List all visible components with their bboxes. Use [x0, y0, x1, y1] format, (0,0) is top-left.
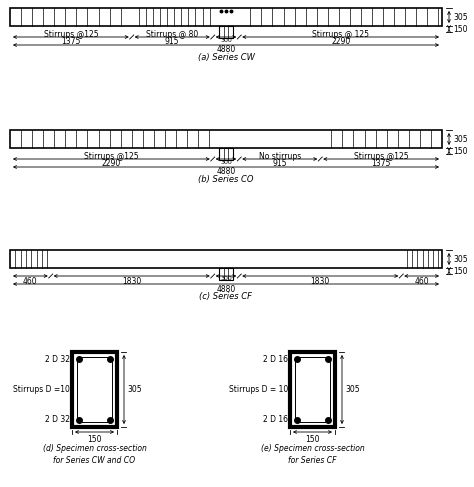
Bar [290, 352, 335, 427]
Text: Stirrups @ 125: Stirrups @ 125 [312, 30, 369, 39]
Text: 150: 150 [305, 435, 320, 444]
Text: 1830: 1830 [122, 277, 141, 285]
Text: Stirrups @125: Stirrups @125 [354, 152, 409, 161]
Bar [295, 357, 330, 422]
Text: 915: 915 [165, 37, 180, 46]
Bar [10, 8, 442, 26]
Bar [219, 26, 233, 38]
Text: 915: 915 [273, 160, 287, 169]
Bar [10, 130, 442, 148]
Text: 305: 305 [345, 385, 360, 394]
Bar [72, 352, 117, 427]
Text: 2 D 32: 2 D 32 [45, 415, 70, 425]
Text: 300: 300 [220, 160, 232, 165]
Text: 2 D 16: 2 D 16 [263, 355, 288, 363]
Text: 2290: 2290 [102, 160, 121, 169]
Text: (d) Specimen cross-section
for Series CW and CO: (d) Specimen cross-section for Series CW… [43, 444, 146, 465]
Text: 150: 150 [87, 435, 102, 444]
Text: 460: 460 [23, 277, 37, 285]
Text: (a) Series CW: (a) Series CW [198, 53, 255, 62]
Text: (e) Specimen cross-section
for Series CF: (e) Specimen cross-section for Series CF [261, 444, 365, 465]
Text: 150: 150 [453, 24, 467, 34]
Text: 460: 460 [414, 277, 429, 285]
Text: 300: 300 [220, 37, 232, 42]
Text: 4880: 4880 [216, 45, 236, 55]
Text: 305: 305 [453, 134, 468, 144]
Text: 305: 305 [453, 13, 468, 21]
Text: 2 D 16: 2 D 16 [263, 415, 288, 425]
Text: 305: 305 [453, 255, 468, 263]
Text: 305: 305 [127, 385, 142, 394]
Text: Stirrups D =10: Stirrups D =10 [13, 385, 70, 394]
Bar [219, 148, 233, 160]
Text: Stirrups @ 80: Stirrups @ 80 [146, 30, 198, 39]
Text: 1375: 1375 [61, 37, 81, 46]
Text: 150: 150 [453, 147, 467, 155]
Text: 4880: 4880 [216, 168, 236, 176]
Text: (c) Series CF: (c) Series CF [200, 292, 253, 301]
Text: (b) Series CO: (b) Series CO [198, 175, 254, 184]
Text: 1375: 1375 [372, 160, 391, 169]
Bar [10, 250, 442, 268]
Text: Stirrups @125: Stirrups @125 [84, 152, 139, 161]
Text: 2 D 32: 2 D 32 [45, 355, 70, 363]
Text: 1830: 1830 [310, 277, 330, 285]
Bar [77, 357, 112, 422]
Text: No stirrups: No stirrups [259, 152, 301, 161]
Text: 2290: 2290 [331, 37, 350, 46]
Bar [219, 268, 233, 280]
Text: Stirrups D = 10: Stirrups D = 10 [229, 385, 288, 394]
Text: Stirrups @125: Stirrups @125 [44, 30, 98, 39]
Text: 150: 150 [453, 266, 467, 276]
Text: 4880: 4880 [216, 284, 236, 294]
Text: 300: 300 [220, 277, 232, 281]
